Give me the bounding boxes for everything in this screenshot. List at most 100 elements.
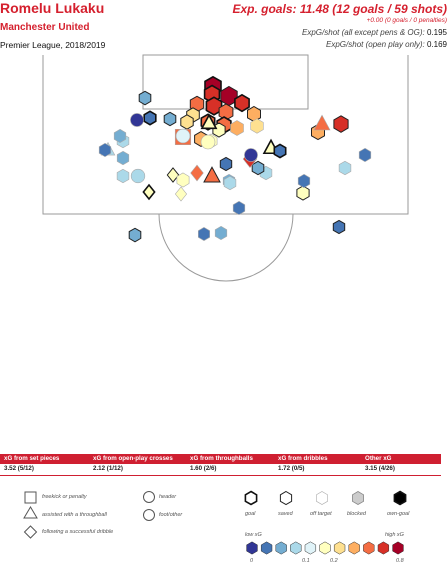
shot-map-pitch <box>42 54 409 282</box>
shot-marker <box>232 200 246 216</box>
pitch-outline <box>42 55 409 215</box>
legend-own-goal-label: own-goal <box>387 511 410 517</box>
dribble-diamond-icon <box>23 525 38 539</box>
legend-off-target-label: off target <box>310 511 332 517</box>
scale-low-label: low xG <box>245 532 262 538</box>
shot-marker <box>333 115 349 133</box>
stat-value: 0.195 <box>426 28 447 37</box>
scale-tick-0-8: 0.8 <box>396 558 404 564</box>
category-throughballs-label: xG from throughballs <box>190 455 253 462</box>
shot-marker <box>116 168 130 184</box>
scale-high-label: high xG <box>385 532 404 538</box>
legend-saved-label: saved <box>278 511 293 517</box>
centre-circle-arc <box>158 213 294 282</box>
shot-marker <box>200 134 216 150</box>
shot-marker <box>234 93 250 113</box>
shot-marker <box>200 113 218 130</box>
shot-marker <box>138 90 152 106</box>
league-season: Premier League, 2018/2019 <box>0 40 106 50</box>
outcome-legend <box>244 490 407 506</box>
shot-marker <box>176 172 190 188</box>
legend-throughball-label: assisted with a throughball <box>42 512 107 518</box>
foot-circle-icon <box>143 509 155 521</box>
shot-marker <box>214 225 228 241</box>
shot-marker <box>203 166 221 183</box>
stat-label: ExpG/shot (open play only): <box>326 40 425 49</box>
scale-swatch-0 <box>246 541 258 555</box>
shot-marker <box>273 143 287 159</box>
category-crosses-value: 2.12 (1/12) <box>93 465 123 472</box>
shot-marker <box>223 175 237 191</box>
outcome-legend-marker-4 <box>393 490 407 506</box>
shot-marker <box>142 183 156 201</box>
legend-goal-label: goal <box>245 511 256 517</box>
category-throughballs-value: 1.60 (2/6) <box>190 465 217 472</box>
stat-xg-per-shot-open-play: ExpG/shot (open play only): 0.169 <box>326 40 447 49</box>
category-other-label: Other xG <box>365 455 392 462</box>
category-dribbles-value: 1.72 (0/5) <box>278 465 305 472</box>
xg-category-header: xG from set pieces xG from open-play cro… <box>0 454 441 464</box>
shot-marker <box>175 128 191 144</box>
team-name: Manchester United <box>0 22 90 33</box>
scale-swatch-10 <box>392 541 404 555</box>
legend-header-label: header <box>159 494 177 500</box>
scale-tick-0-1: 0.1 <box>302 558 310 564</box>
category-set-pieces-label: xG from set pieces <box>4 455 60 462</box>
legend-blocked-label: blocked <box>347 511 366 517</box>
scale-swatch-7 <box>348 541 360 555</box>
throughball-triangle-icon <box>23 506 38 519</box>
shot-marker <box>163 111 177 127</box>
shot-marker <box>143 110 157 126</box>
scale-swatch-8 <box>363 541 375 555</box>
shot-marker <box>128 227 142 243</box>
xg-category-values: 3.52 (5/12) 2.12 (1/12) 1.60 (2/6) 1.72 … <box>0 464 441 476</box>
outcome-legend-marker-0 <box>244 490 258 506</box>
shot-marker <box>296 185 310 201</box>
shot-marker <box>332 219 346 235</box>
outcome-legend-marker-2 <box>316 491 328 505</box>
shot-marker <box>338 160 352 176</box>
legend-foot-label: foot/other <box>159 512 183 518</box>
category-dribbles-label: xG from dribbles <box>278 455 328 462</box>
scale-tick-0-2: 0.2 <box>330 558 338 564</box>
scale-swatch-6 <box>333 541 346 555</box>
shot-marker <box>130 113 144 127</box>
category-crosses-label: xG from open-play crosses <box>93 455 173 462</box>
shot-marker <box>198 227 210 241</box>
shot-marker <box>116 150 130 166</box>
shot-marker <box>313 114 331 131</box>
scale-swatch-3 <box>290 541 302 555</box>
scale-tick-0: 0 <box>250 558 254 564</box>
shot-marker <box>297 173 311 189</box>
shot-marker <box>190 164 204 182</box>
header-circle-icon <box>143 491 155 503</box>
shot-marker <box>250 118 264 134</box>
shot-marker <box>230 120 244 136</box>
expected-goals-difference: +0.00 (0 goals / 0 penalties) <box>366 17 447 24</box>
scale-swatch-2 <box>275 541 287 555</box>
expected-goals-title: Exp. goals: 11.48 (12 goals / 59 shots) <box>232 2 447 16</box>
scale-swatch-4 <box>304 541 317 555</box>
player-name: Romelu Lukaku <box>0 0 105 16</box>
stat-xg-per-shot-all: ExpG/shot (all except pens & OG): 0.195 <box>302 28 447 37</box>
shot-marker <box>219 156 233 172</box>
freekick-square-icon <box>24 491 37 504</box>
shot-marker <box>174 186 188 202</box>
shot-marker <box>130 168 146 184</box>
stat-value: 0.169 <box>426 40 447 49</box>
scale-swatch-5 <box>319 541 331 555</box>
xg-color-scale <box>246 541 404 555</box>
shot-marker <box>358 147 372 163</box>
category-set-pieces-value: 3.52 (5/12) <box>4 465 34 472</box>
shot-marker <box>98 142 112 158</box>
legend-freekick-label: freekick or penalty <box>42 494 87 500</box>
shot-marker <box>244 148 258 162</box>
scale-swatch-9 <box>377 541 390 555</box>
scale-swatch-1 <box>260 541 273 555</box>
shots-layer <box>98 75 372 243</box>
outcome-legend-marker-3 <box>352 491 364 505</box>
stat-label: ExpG/shot (all except pens & OG): <box>302 28 425 37</box>
shot-marker <box>113 128 127 144</box>
category-other-value: 3.15 (4/26) <box>365 465 395 472</box>
